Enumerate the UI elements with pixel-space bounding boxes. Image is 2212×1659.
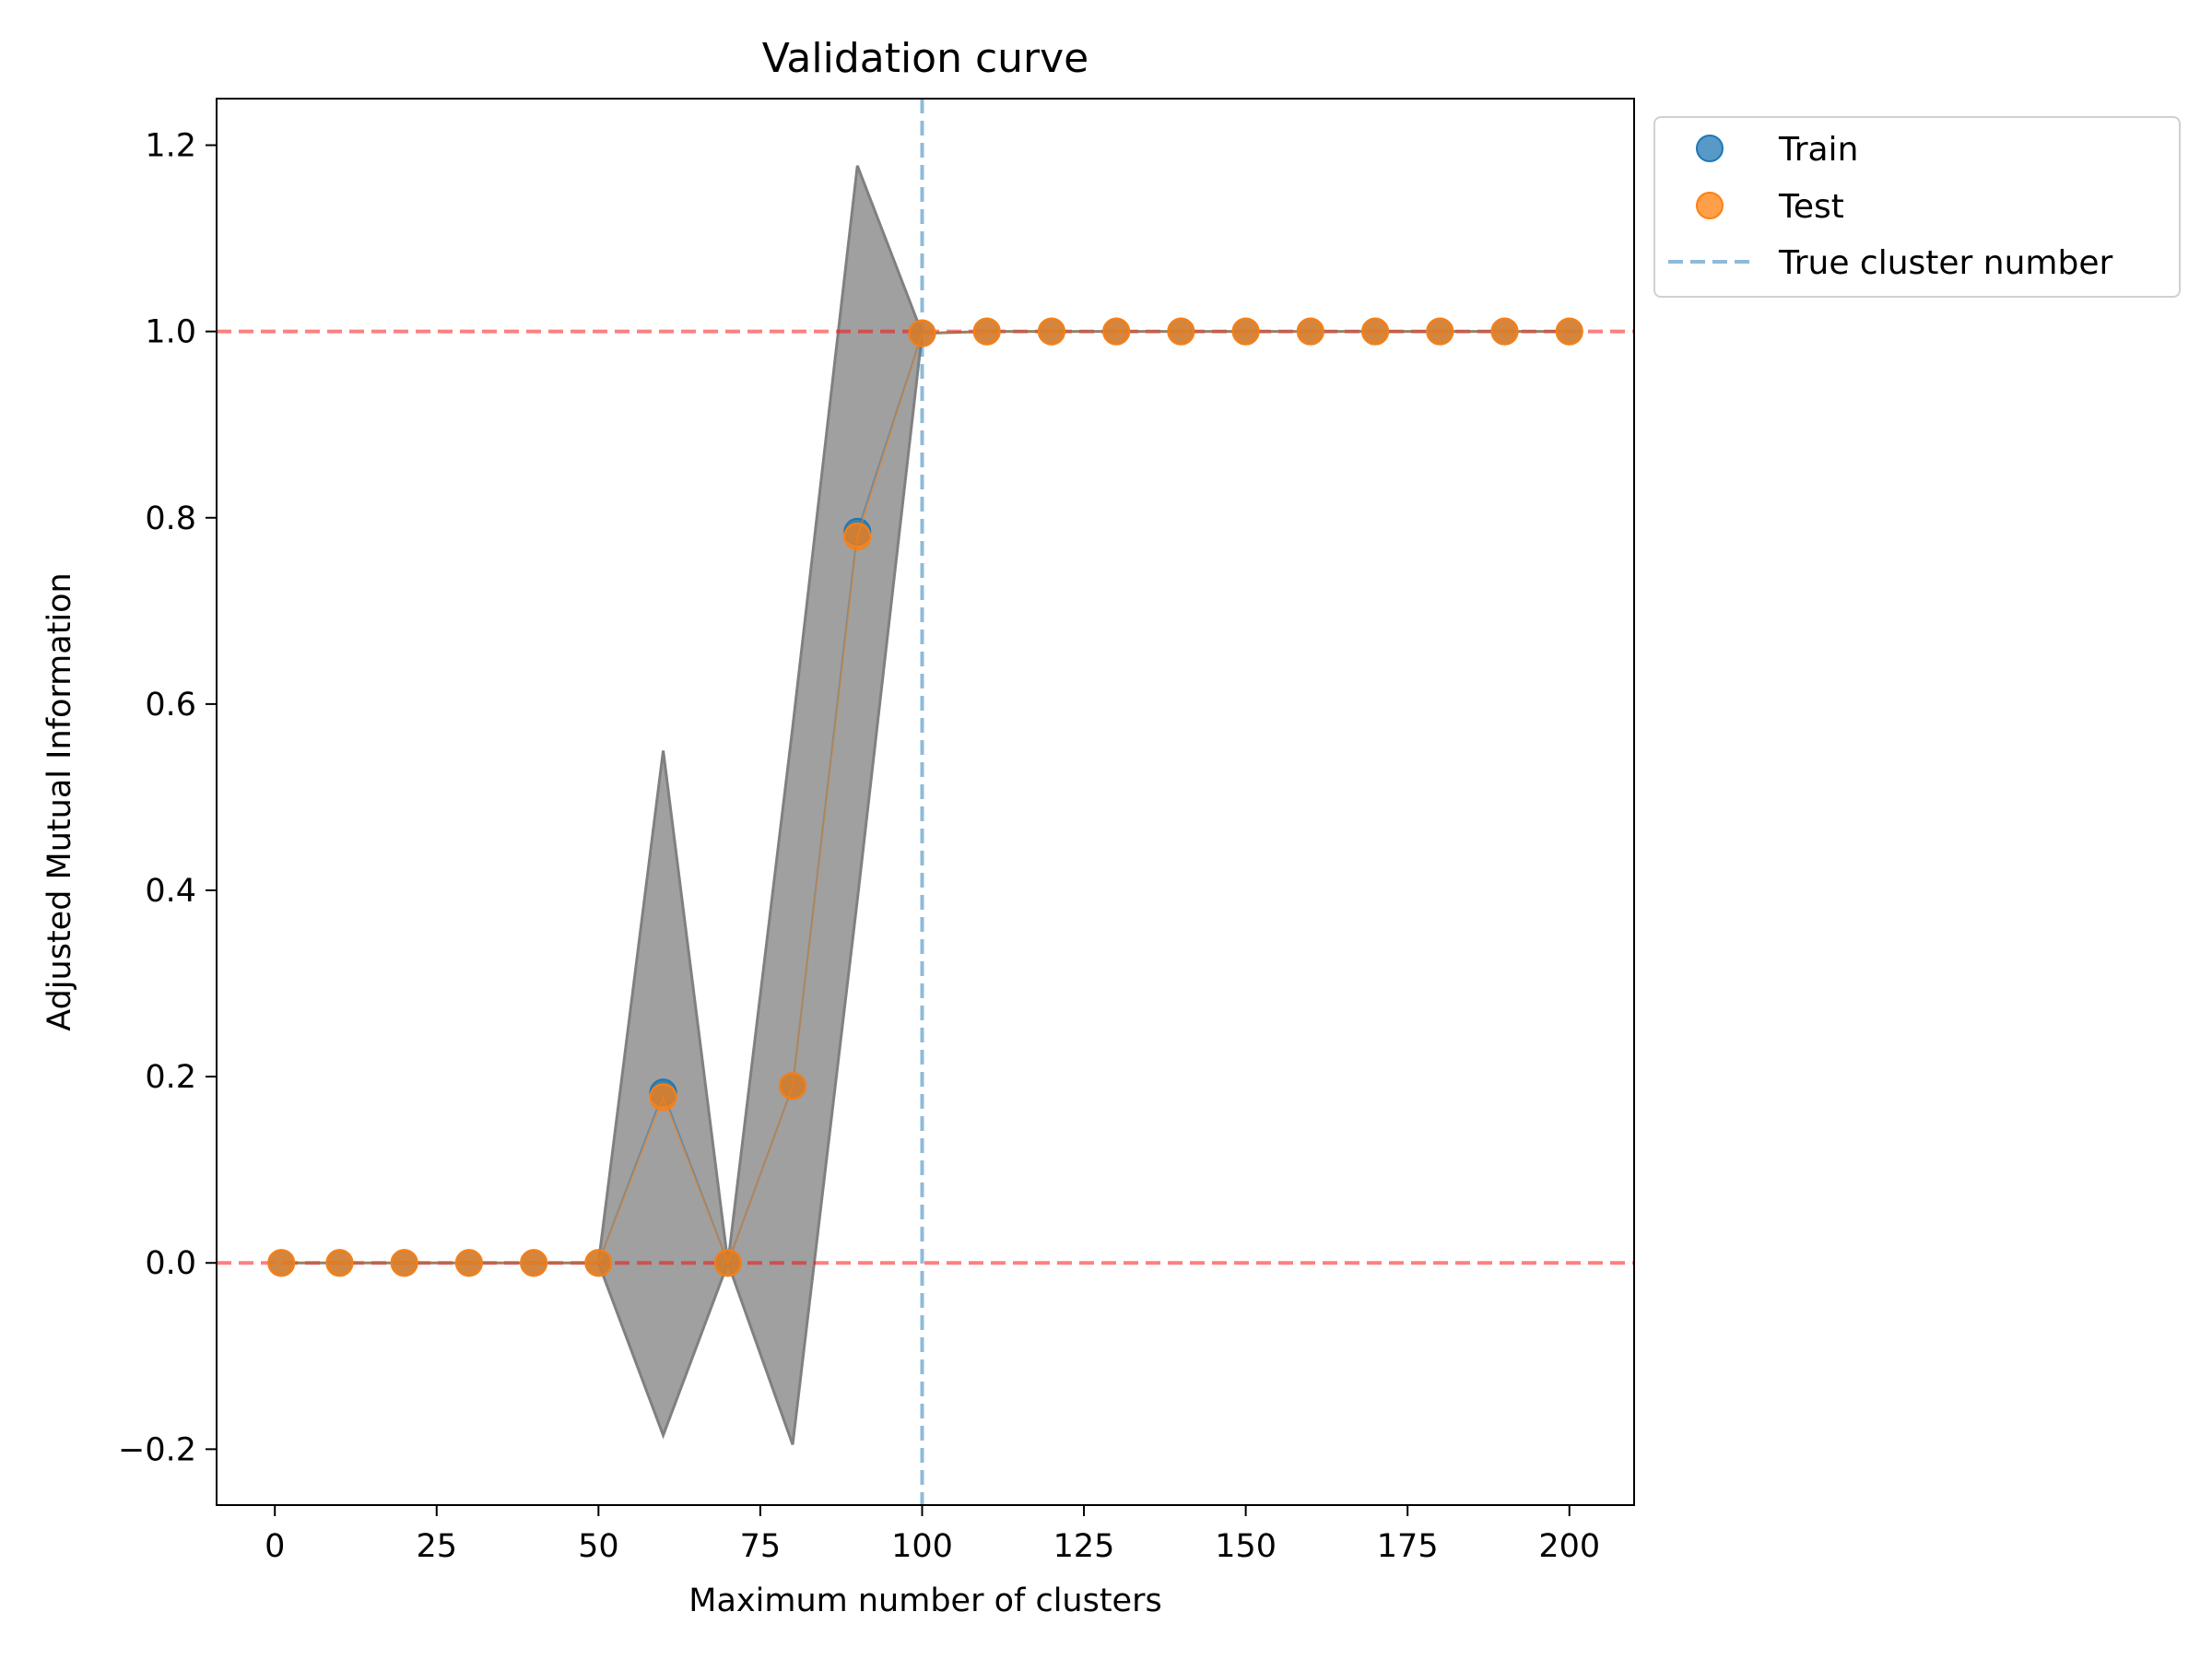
x-tick-label-0: 0 [265, 1528, 285, 1565]
confidence-band [281, 165, 1570, 1445]
y-tick-label-0: 0.0 [145, 1245, 196, 1282]
chart-title: Validation curve [762, 35, 1089, 82]
x-tick-label-50: 50 [578, 1528, 619, 1565]
y-tick-label-1: 1.0 [145, 314, 196, 351]
point-test-30 [454, 1249, 483, 1277]
x-tick-label-125: 125 [1053, 1528, 1115, 1565]
legend-test-marker [1696, 192, 1724, 219]
y-tick-label-0.8: 0.8 [145, 500, 196, 537]
point-test-130 [1102, 317, 1131, 346]
legend-train-marker [1696, 135, 1724, 162]
point-test-180 [1426, 317, 1454, 346]
point-test-20 [390, 1249, 418, 1277]
x-tick-label-75: 75 [740, 1528, 782, 1565]
legend-train-label: Train [1778, 131, 1858, 169]
x-tick-label-150: 150 [1215, 1528, 1277, 1565]
legend-test-label: Test [1778, 188, 1844, 226]
x-tick-label-200: 200 [1538, 1528, 1600, 1565]
point-test-10 [325, 1249, 354, 1277]
y-tick-label--0.2: −0.2 [118, 1431, 196, 1468]
x-axis-label: Maximum number of clusters [688, 1583, 1161, 1619]
x-tick-label-25: 25 [417, 1528, 458, 1565]
point-test-140 [1167, 317, 1195, 346]
point-test-50 [584, 1249, 613, 1277]
plot-frame [216, 98, 1635, 1506]
point-test-80 [779, 1072, 807, 1100]
point-test-200 [1555, 317, 1583, 346]
point-test-120 [1037, 317, 1065, 346]
point-test-150 [1231, 317, 1260, 346]
legend-true-cluster-label: True cluster number [1778, 244, 2112, 282]
point-test-110 [972, 317, 1001, 346]
legend-frame [1653, 116, 2181, 298]
y-axis-label: Adjusted Mutual Information [41, 572, 78, 1030]
x-tick-label-175: 175 [1377, 1528, 1439, 1565]
series-line-train [281, 330, 1570, 1266]
y-tick-label-1.2: 1.2 [145, 128, 196, 165]
series-line-test [281, 330, 1570, 1266]
point-test-100 [908, 319, 936, 347]
point-test-40 [520, 1249, 548, 1277]
y-tick-label-0.2: 0.2 [145, 1059, 196, 1096]
point-test-1 [267, 1249, 296, 1277]
point-test-60 [649, 1083, 677, 1112]
legend: Train Test True cluster number [1653, 116, 2181, 298]
x-tick-label-100: 100 [891, 1528, 953, 1565]
point-test-190 [1490, 317, 1519, 346]
point-test-160 [1296, 317, 1324, 346]
point-test-170 [1361, 317, 1390, 346]
point-test-70 [713, 1249, 742, 1277]
point-test-90 [843, 522, 872, 550]
y-tick-label-0.6: 0.6 [145, 687, 196, 724]
y-tick-label-0.4: 0.4 [145, 873, 196, 910]
